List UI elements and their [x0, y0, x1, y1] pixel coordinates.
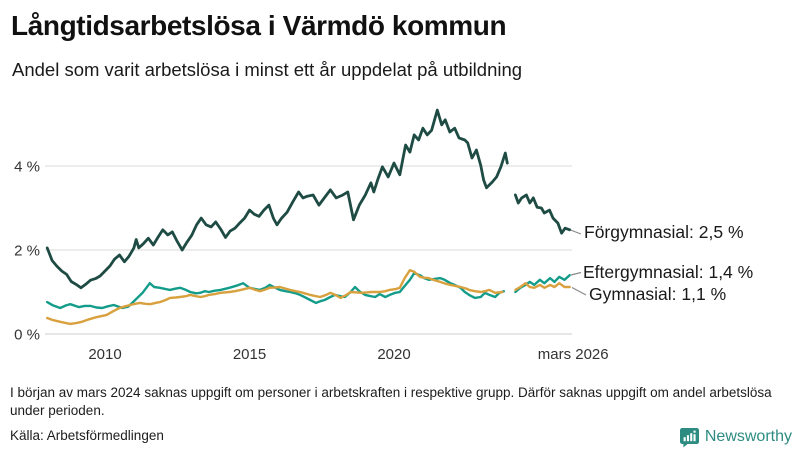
series-end-label-forgymnasial: Förgymnasial: 2,5 %: [584, 222, 744, 242]
label-connector-eftergymnasial: [570, 271, 582, 276]
y-axis-tick-label: 0 %: [14, 327, 40, 344]
series-line-forgymnasial: [514, 193, 572, 235]
newsworthy-brand: Newsworthy: [679, 426, 792, 448]
source-text: Källa: Arbetsförmedlingen: [10, 428, 164, 443]
footnote-text: I början av mars 2024 saknas uppgift om …: [10, 385, 772, 419]
series-line-gymnasial: [46, 268, 504, 326]
axis-layer: 4 % 2 % 0 % 2010 2015 2020 mars 2026: [14, 159, 608, 364]
x-axis-tick-label: 2010: [88, 346, 121, 363]
x-axis-tick-label: mars 2026: [538, 346, 609, 363]
series-line-eftergymnasial: [46, 271, 505, 310]
series-line-forgymnasial: [45, 108, 509, 290]
label-connector-forgymnasial: [570, 229, 582, 235]
label-connector-gymnasial: [571, 286, 587, 296]
newsworthy-wordmark: Newsworthy: [704, 428, 792, 445]
chart-subtitle: Andel som varit arbetslösa i minst ett å…: [12, 59, 523, 80]
chart-title: Långtidsarbetslösa i Värmdö kommun: [11, 10, 507, 41]
series-line-eftergymnasial: [514, 273, 571, 294]
series-end-label-eftergymnasial: Eftergymnasial: 1,4 %: [583, 262, 753, 282]
y-axis-tick-label: 2 %: [14, 243, 40, 260]
newsworthy-logo-icon: [679, 427, 699, 447]
series-layer: [45, 108, 572, 326]
x-axis-tick-label: 2020: [377, 346, 410, 363]
series-end-label-gymnasial: Gymnasial: 1,1 %: [589, 284, 726, 304]
series-line-gymnasial: [514, 281, 571, 292]
y-axis-tick-label: 4 %: [14, 159, 40, 176]
x-axis-tick-label: 2015: [233, 346, 266, 363]
line-chart: 4 % 2 % 0 % 2010 2015 2020 mars 2026 Förgymnas…: [14, 108, 753, 364]
